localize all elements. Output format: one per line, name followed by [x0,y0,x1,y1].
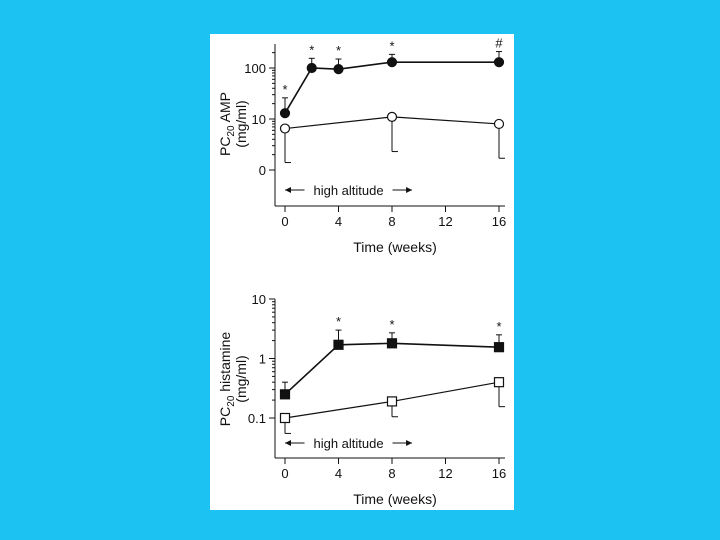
y-axis-label: PC20 histamine [217,332,237,427]
y-axis-label: PC20 AMP [217,92,237,156]
significance-mark: * [496,319,501,334]
y-tick-label: 10 [252,292,266,307]
x-tick-label: 8 [388,214,395,229]
x-tick-label: 4 [335,214,342,229]
significance-mark: * [336,314,341,329]
significance-mark: # [495,36,503,51]
x-tick-label: 4 [335,466,342,481]
annotation-arrowhead-left [285,187,291,193]
x-tick-label: 12 [438,214,452,229]
data-point [493,342,505,353]
y-axis-units: (mg/ml) [233,100,249,147]
data-point [306,62,317,74]
annotation-arrowhead-left [285,440,291,446]
annotation-arrowhead-right [406,440,413,446]
x-tick-label: 0 [281,214,288,229]
data-point [493,377,505,388]
data-point [493,57,505,68]
x-tick-label: 12 [438,466,452,481]
data-point [493,118,505,130]
y-tick-label: 1 [259,352,266,367]
x-axis-label: Time (weeks) [353,491,437,507]
data-point [279,389,291,400]
data-point [386,57,398,68]
x-tick-label: 16 [492,466,506,481]
significance-mark: * [389,317,394,332]
data-point [279,123,291,134]
data-point [386,111,398,122]
data-point [386,338,398,349]
figure-panel: 0 10 100 0 4 8 12 16 Time (weeks) PC20 AMP (mg/ml)… [210,34,514,510]
series-line-filled [284,61,499,114]
data-point [333,339,344,350]
x-tick-label: 16 [492,214,506,229]
significance-mark: * [336,43,341,58]
x-tick-label: 8 [388,466,395,481]
significance-mark: * [389,38,394,53]
x-axis-label: Time (weeks) [353,239,437,255]
x-tick-label: 0 [281,466,288,481]
chart-1: 0 10 100 0 4 8 12 16 Time (weeks) PC20 AMP (mg/ml)… [217,36,506,255]
significance-mark: * [309,42,314,57]
y-tick-label: 0 [259,163,266,178]
significance-mark: * [282,82,287,97]
annotation-label: high altitude [313,183,383,198]
annotation-arrowhead-right [406,187,413,193]
chart-2: 0.1 1 10 0 4 8 12 16 Time (weeks) PC20 histamine(… [217,292,506,507]
data-point [279,108,291,119]
data-point [333,64,344,75]
y-tick-label: 100 [244,61,266,76]
y-tick-label: 10 [252,112,266,127]
annotation-label: high altitude [313,436,383,451]
y-tick-label: 0.1 [248,411,266,426]
y-axis-units: (mg/ml) [233,355,249,402]
data-point [279,412,291,424]
data-point [386,396,398,407]
series-line-filled [284,342,500,395]
